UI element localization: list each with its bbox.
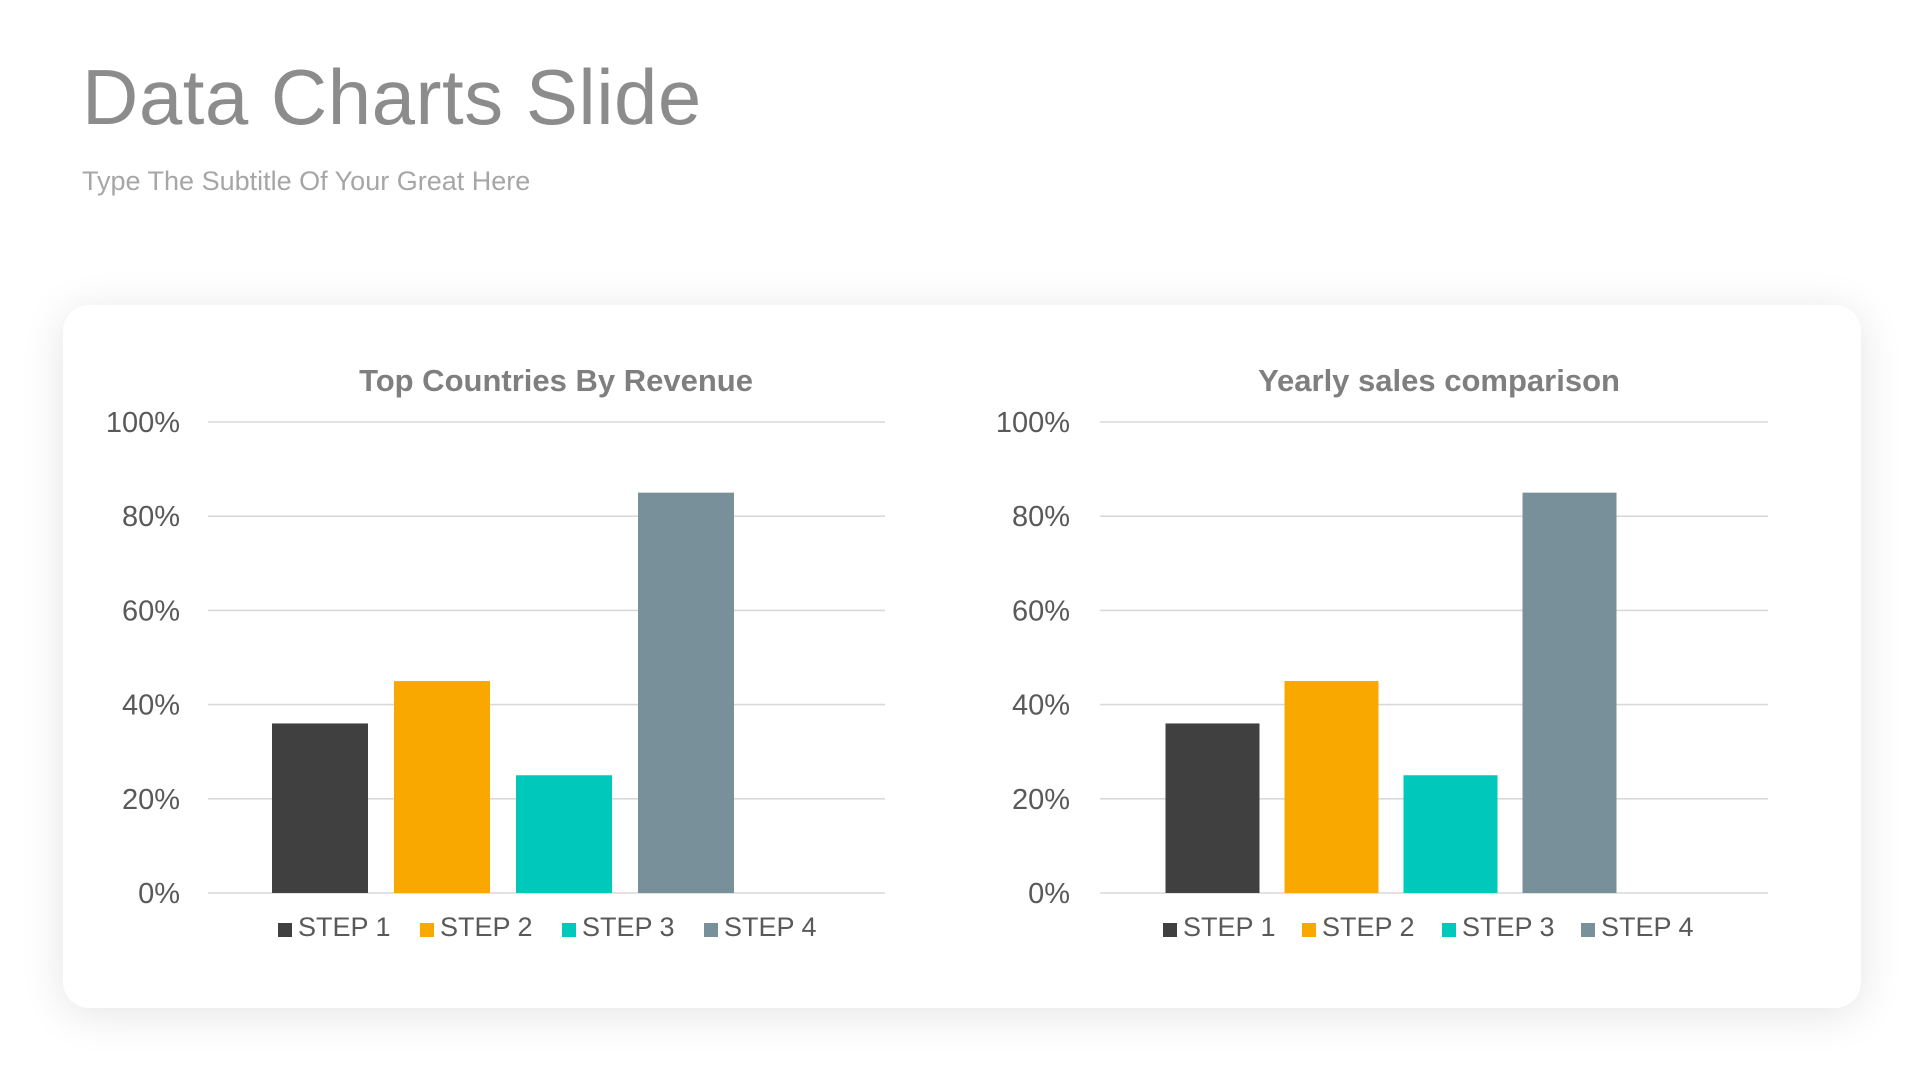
slide-title: Data Charts Slide <box>82 53 702 141</box>
y-tick-label: 20% <box>122 784 180 816</box>
legend-label: STEP 3 <box>582 912 675 942</box>
bar-2 <box>1284 681 1379 893</box>
sales-bar-chart: Yearly sales comparison 0% 20% 40% 60% 80% 100… <box>996 363 1768 942</box>
legend-swatch <box>278 923 292 937</box>
y-tick-label: 100% <box>106 407 180 439</box>
revenue-bar-chart: Top Countries By Revenue 0% 20% 40% 60% 80% 10… <box>106 363 885 942</box>
bar-4 <box>638 492 734 893</box>
y-tick-label: 40% <box>122 690 180 722</box>
slide-subtitle: Type The Subtitle Of Your Great Here <box>82 166 531 196</box>
legend-swatch <box>1302 923 1316 937</box>
y-tick-label: 60% <box>122 595 180 627</box>
y-tick-label: 20% <box>1012 784 1070 816</box>
legend-swatch <box>1163 923 1177 937</box>
y-tick-label: 0% <box>138 878 180 910</box>
legend-label: STEP 1 <box>1183 912 1276 942</box>
y-tick-label: 100% <box>996 407 1070 439</box>
legend-swatch <box>562 923 576 937</box>
y-tick-label: 80% <box>122 501 180 533</box>
legend-label: STEP 4 <box>1601 912 1694 942</box>
y-tick-label: 40% <box>1012 690 1070 722</box>
legend-label: STEP 2 <box>1322 912 1415 942</box>
bar-1 <box>272 723 368 893</box>
legend-label: STEP 4 <box>724 912 817 942</box>
legend-label: STEP 1 <box>298 912 391 942</box>
chart-title: Yearly sales comparison <box>1258 363 1620 398</box>
legend-swatch <box>1581 923 1595 937</box>
bar-2 <box>394 681 490 893</box>
legend-swatch <box>1442 923 1456 937</box>
y-tick-label: 60% <box>1012 595 1070 627</box>
charts-card: Top Countries By Revenue 0% 20% 40% 60% 80% 10… <box>63 305 1861 1008</box>
chart-title: Top Countries By Revenue <box>359 363 753 398</box>
legend-swatch <box>420 923 434 937</box>
bar-3 <box>1403 775 1498 893</box>
legend-swatch <box>704 923 718 937</box>
legend-label: STEP 2 <box>440 912 533 942</box>
bar-3 <box>516 775 612 893</box>
bar-4 <box>1522 492 1617 893</box>
legend-label: STEP 3 <box>1462 912 1555 942</box>
bar-1 <box>1165 723 1260 893</box>
y-tick-label: 0% <box>1028 878 1070 910</box>
y-tick-label: 80% <box>1012 501 1070 533</box>
